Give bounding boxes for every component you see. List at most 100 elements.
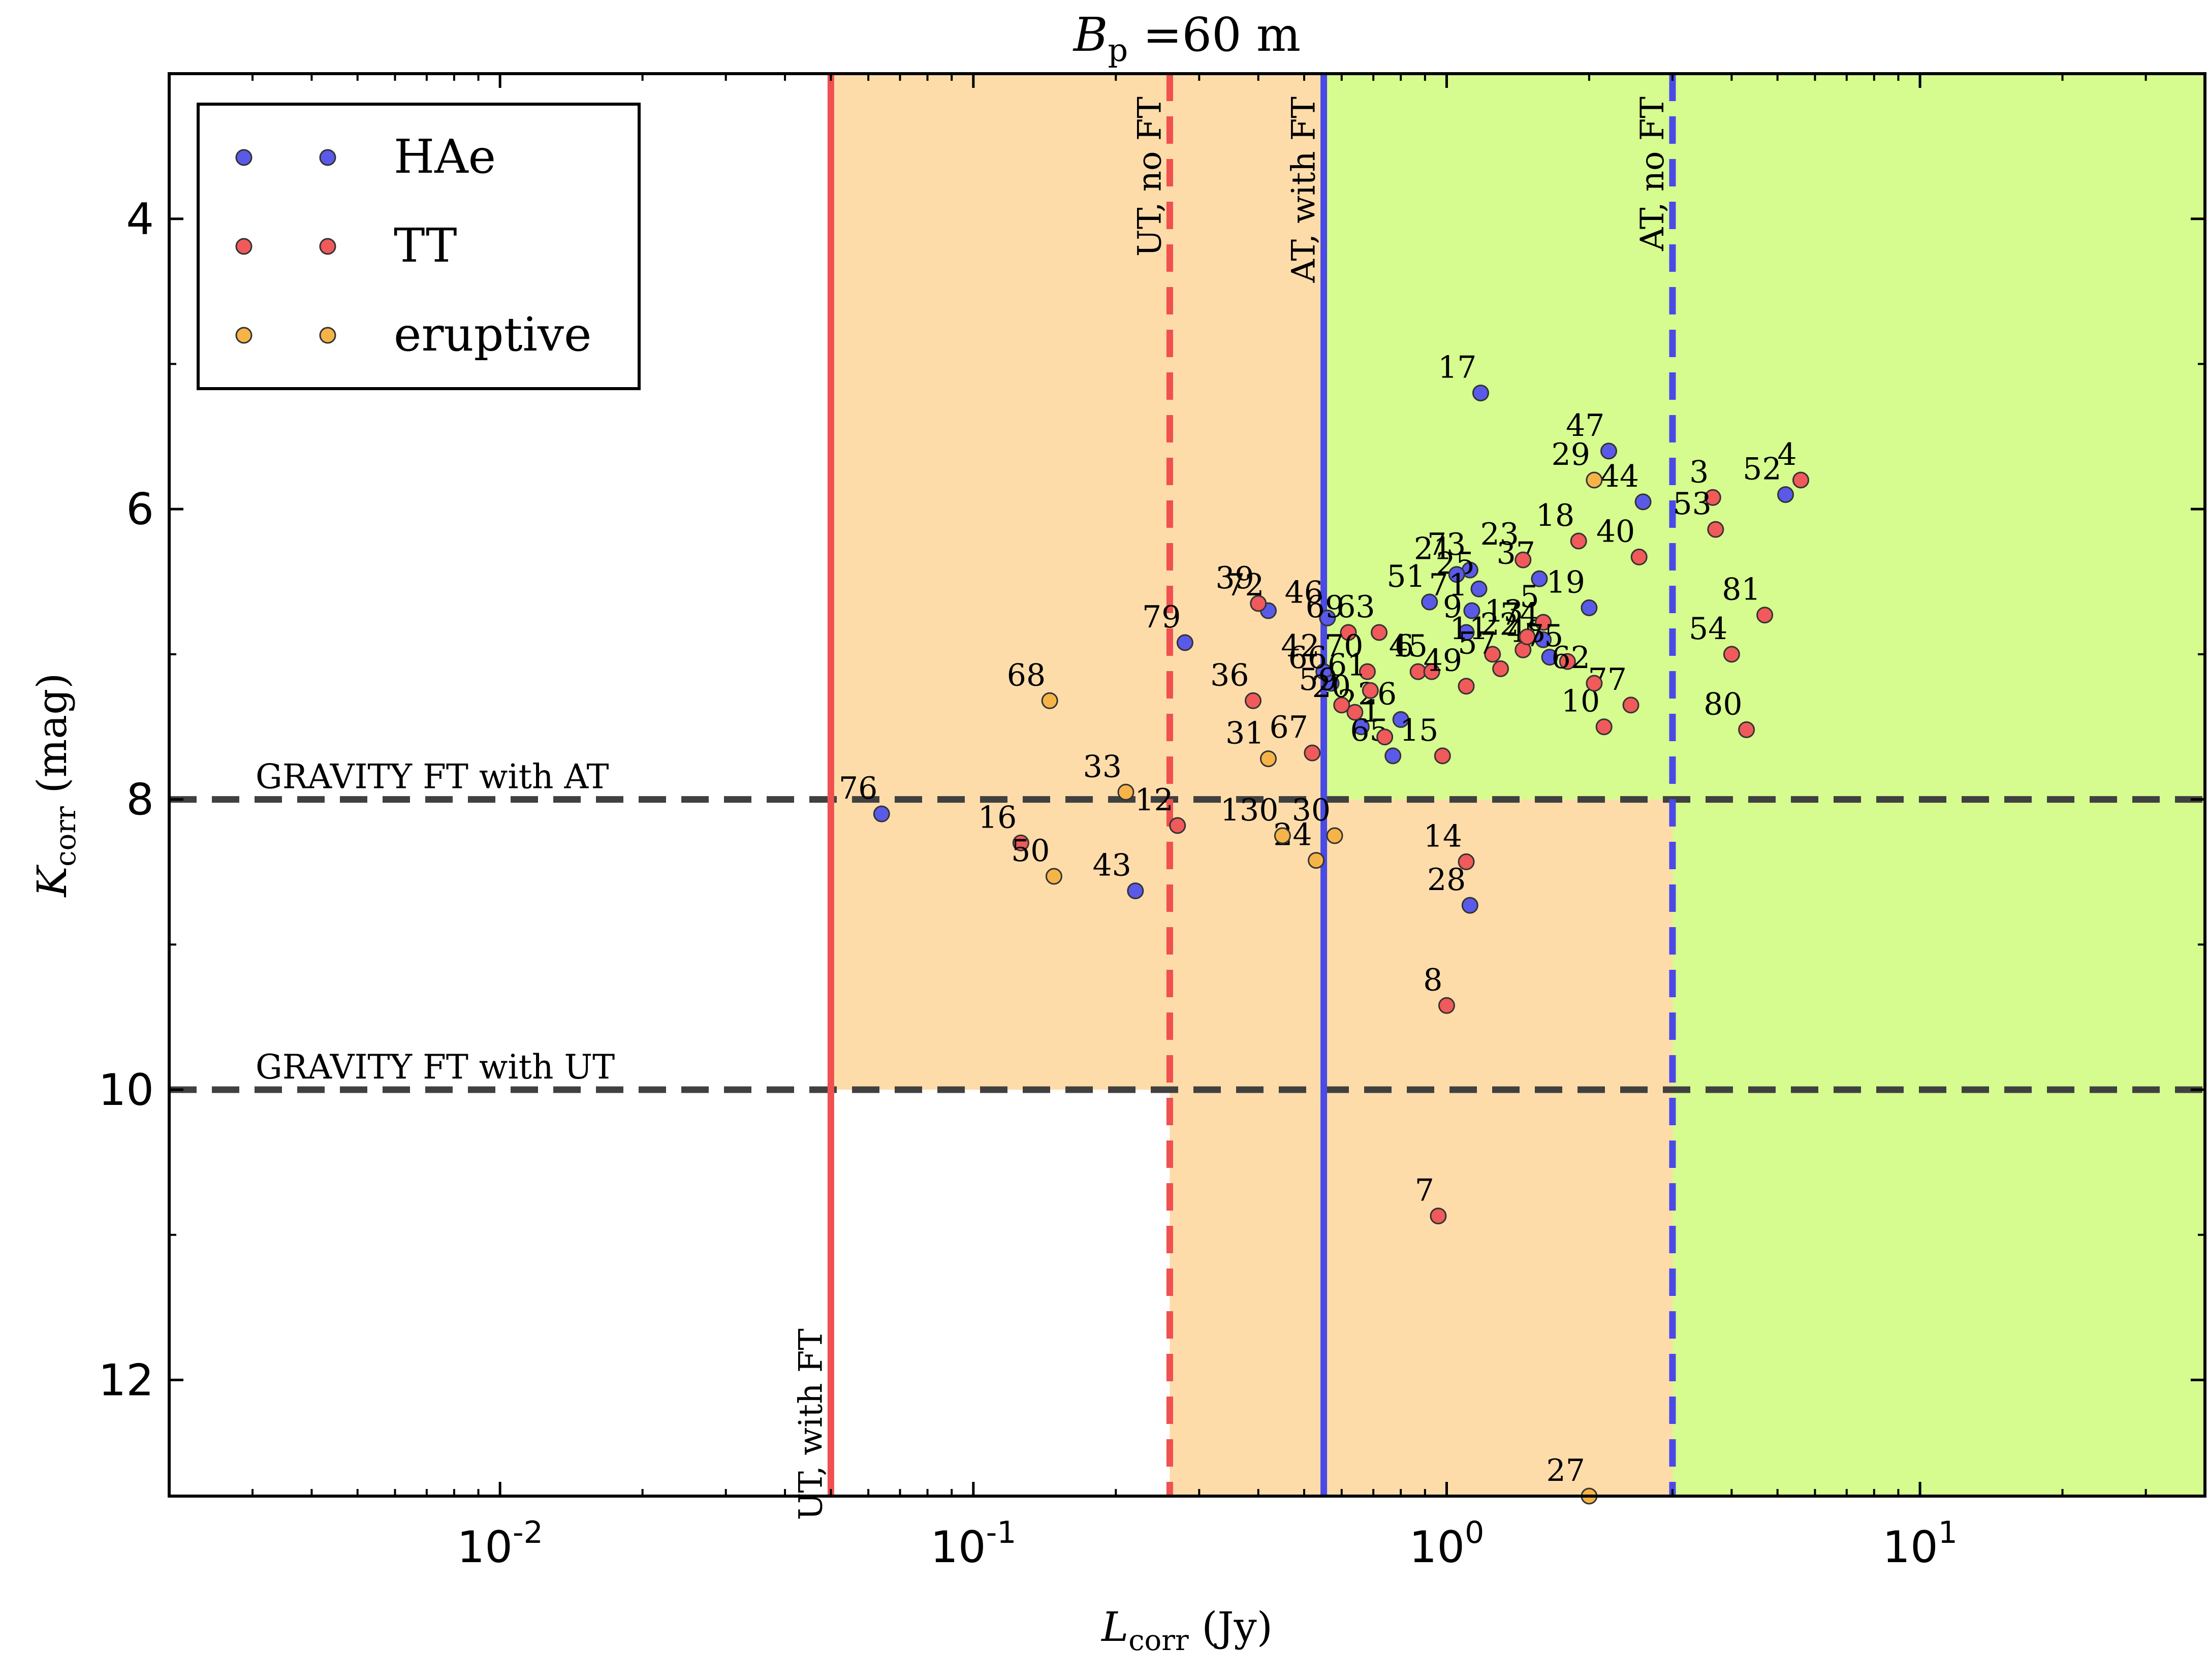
title-sub: p [1108, 31, 1128, 69]
point-label-42: 42 [1281, 628, 1319, 664]
point-label-51: 51 [1386, 559, 1425, 594]
point-65 [1384, 747, 1402, 765]
point-label-53: 53 [1673, 486, 1711, 522]
y-tick-label-8: 8 [126, 775, 154, 826]
point-label-19: 19 [1547, 564, 1585, 600]
point-label-1: 1 [1361, 694, 1380, 730]
vline-label-1: UT, no FT [1131, 97, 1169, 257]
vline-label-3: AT, no FT [1634, 97, 1671, 251]
point-79 [1176, 634, 1193, 651]
legend-marker-1 [235, 238, 253, 255]
point-130 [1274, 827, 1291, 844]
title-rest: =60 m [1128, 8, 1301, 62]
y-tick-label-4: 4 [126, 194, 154, 245]
legend-label-1: TT [394, 218, 457, 273]
point-21 [1448, 566, 1465, 583]
point-label-69: 69 [1306, 589, 1344, 625]
point-label-74: 74 [1500, 596, 1539, 632]
legend-marker-0 [235, 149, 253, 166]
point-label-73: 73 [1427, 527, 1466, 562]
point-25 [1470, 580, 1488, 597]
x-tick-base: 10 [1882, 1522, 1938, 1573]
point-3 [1704, 489, 1721, 506]
point-30 [1326, 827, 1343, 844]
point-label-39: 39 [1215, 560, 1254, 596]
point-label-70: 70 [1324, 628, 1363, 664]
point-61 [1362, 682, 1379, 699]
point-52 [1777, 486, 1794, 503]
point-74 [1535, 631, 1552, 648]
point-43 [1127, 882, 1144, 900]
point-label-43: 43 [1092, 848, 1131, 883]
threshold-lines-layer: GRAVITY FT with AT GRAVITY FT with UT UT, … [169, 74, 2205, 1520]
point-label-66: 66 [1288, 640, 1327, 676]
ylabel-main: K [28, 865, 76, 898]
xlabel-main: L [1100, 1603, 1128, 1651]
x-axis-label: Lcorr (Jy) [1100, 1603, 1273, 1657]
point-8 [1438, 997, 1455, 1014]
point-label-63: 63 [1336, 589, 1375, 625]
point-48 [1541, 649, 1558, 666]
x-tick-label--2: 10-2 [457, 1515, 543, 1573]
point-70 [1359, 663, 1376, 680]
point-label-52: 52 [1743, 452, 1781, 487]
xlabel-rest: (Jy) [1189, 1603, 1273, 1651]
x-tick-label-0: 100 [1409, 1515, 1485, 1573]
point-label-45: 45 [1389, 628, 1428, 664]
point-label-3: 3 [1689, 454, 1709, 490]
point-33 [1117, 783, 1134, 801]
point-1 [1376, 728, 1394, 746]
point-80 [1738, 721, 1755, 738]
point-label-36: 36 [1210, 657, 1249, 693]
point-label-28: 28 [1427, 862, 1466, 898]
point-63 [1371, 624, 1388, 641]
point-18 [1570, 532, 1587, 550]
legend-marker-2 [235, 327, 253, 344]
point-label-15: 15 [1400, 713, 1438, 748]
point-label-130: 130 [1220, 793, 1279, 828]
point-20 [1346, 704, 1364, 721]
point-2 [1352, 718, 1370, 736]
point-label-44: 44 [1600, 459, 1639, 494]
point-14 [1458, 853, 1475, 870]
point-12 [1169, 817, 1186, 834]
x-tick-base: 10 [930, 1522, 986, 1573]
y-tick-label-6: 6 [126, 484, 154, 535]
point-15 [1434, 747, 1451, 765]
point-label-22: 22 [1480, 607, 1519, 642]
point-label-12: 12 [1134, 782, 1173, 818]
point-66 [1322, 675, 1340, 692]
point-label-50: 50 [1011, 833, 1050, 869]
point-label-76: 76 [839, 771, 877, 806]
point-label-80: 80 [1704, 686, 1742, 722]
points-layer: 1747445273255121711937797246426622665974… [839, 350, 1810, 1505]
point-16 [1012, 834, 1029, 851]
point-62 [1586, 675, 1603, 692]
point-label-47: 47 [1566, 408, 1604, 443]
shaded-region-2 [1323, 799, 1673, 1496]
legend: HAe TT eruptive [197, 103, 641, 390]
y-axis-label: Kcorr (mag) [28, 673, 82, 898]
point-label-62: 62 [1552, 640, 1590, 676]
point-label-7: 7 [1415, 1173, 1434, 1209]
point-9 [1458, 624, 1475, 641]
y-tick-label-12: 12 [99, 1355, 154, 1406]
point-45 [1423, 663, 1440, 680]
legend-marker-2-b [319, 327, 336, 344]
x-tick-base: 10 [457, 1522, 513, 1573]
point-10 [1595, 718, 1613, 736]
point-29 [1586, 471, 1603, 489]
point-label-68: 68 [1007, 657, 1046, 693]
point-label-40: 40 [1596, 514, 1635, 549]
point-40 [1630, 548, 1648, 565]
shaded-region-4 [1672, 799, 2205, 1496]
point-57 [1492, 660, 1509, 677]
point-68 [1041, 692, 1058, 709]
point-label-23: 23 [1480, 517, 1519, 552]
legend-frame [197, 103, 641, 390]
point-37 [1531, 570, 1548, 587]
point-label-61: 61 [1328, 647, 1366, 683]
regions-layer [831, 74, 2205, 1496]
